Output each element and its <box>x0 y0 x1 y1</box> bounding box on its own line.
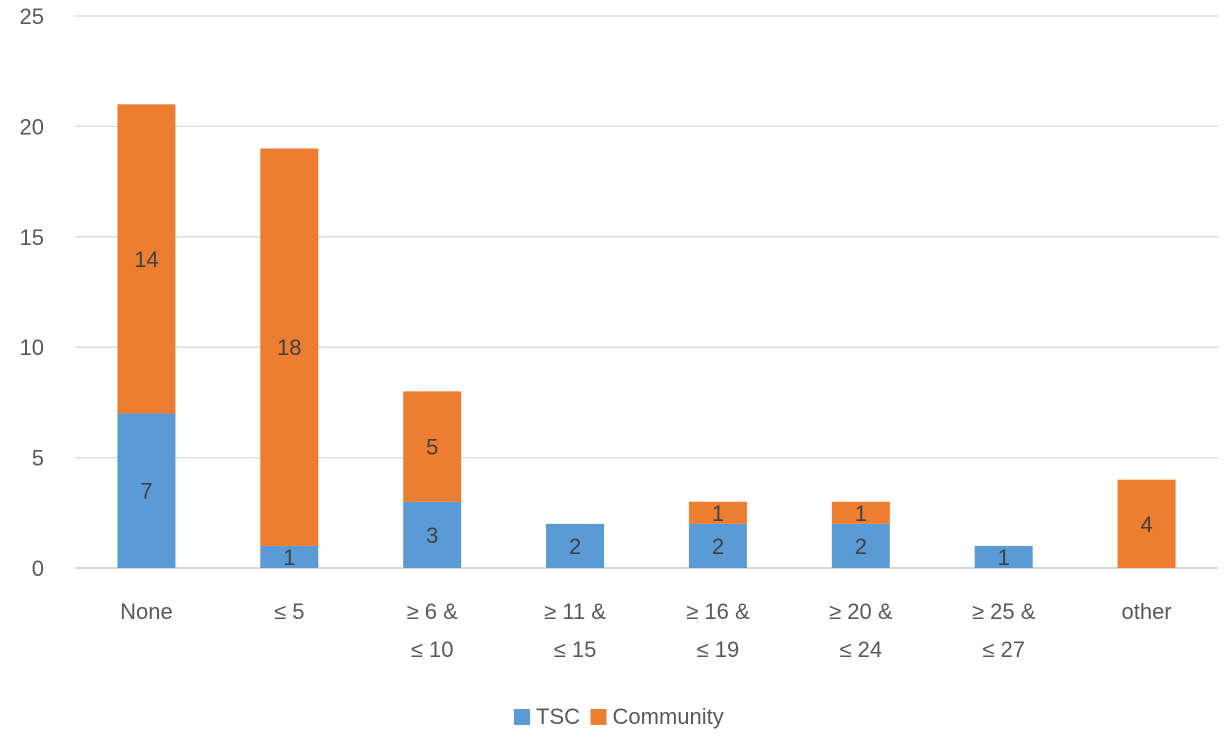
x-category-label: ≤ 10 <box>411 637 454 662</box>
y-tick-label: 25 <box>20 4 44 29</box>
bar-tsc-3 <box>546 523 605 568</box>
x-category-label: ≥ 25 & <box>972 599 1036 624</box>
data-label-tsc-2: 3 <box>426 523 438 548</box>
x-category-label: ≥ 11 & <box>544 599 606 624</box>
legend: TSC Community <box>514 704 724 729</box>
y-tick-label: 10 <box>20 335 44 360</box>
bars <box>117 104 1176 568</box>
y-axis-ticks: 0 5 10 15 20 25 <box>20 4 44 581</box>
x-category-label: ≤ 5 <box>274 599 304 624</box>
data-label-community-5: 1 <box>855 501 867 526</box>
x-category-label: ≤ 24 <box>839 637 882 662</box>
legend-label-tsc: TSC <box>536 704 580 729</box>
data-label-tsc-3: 2 <box>569 534 581 559</box>
bar-community-0 <box>117 104 176 414</box>
bar-tsc-6 <box>974 545 1033 568</box>
data-label-tsc-6: 1 <box>998 545 1010 570</box>
y-tick-label: 20 <box>20 114 44 139</box>
legend-swatch-community <box>590 709 607 725</box>
bar-community-5 <box>831 501 890 524</box>
data-label-community-0: 14 <box>134 247 158 272</box>
bar-tsc-2 <box>403 501 462 568</box>
x-category-label: ≤ 19 <box>697 637 740 662</box>
y-tick-label: 0 <box>32 556 44 581</box>
legend-swatch-tsc <box>514 709 530 725</box>
bar-community-1 <box>260 148 319 546</box>
data-label-tsc-1: 1 <box>283 545 295 570</box>
x-category-label: other <box>1121 599 1171 624</box>
data-label-community-4: 1 <box>712 501 724 526</box>
data-label-community-1: 18 <box>277 335 301 360</box>
x-axis-categories: None ≤ 5 ≥ 6 & ≤ 10 ≥ 11 & ≤ 15 ≥ 16 & ≤ 19 ≥ 20… <box>120 599 1172 662</box>
bar-tsc-1 <box>260 545 319 568</box>
x-category-label: ≤ 27 <box>982 637 1025 662</box>
x-category-label: ≥ 20 & <box>829 599 893 624</box>
bar-community-7 <box>1117 479 1176 568</box>
data-label-tsc-4: 2 <box>712 534 724 559</box>
x-category-label: None <box>120 599 173 624</box>
data-label-community-7: 4 <box>1140 512 1152 537</box>
bar-tsc-4 <box>688 523 747 568</box>
data-label-tsc-5: 2 <box>855 534 867 559</box>
x-category-label: ≤ 15 <box>554 637 597 662</box>
gridlines <box>75 15 1218 569</box>
bar-community-2 <box>403 391 462 502</box>
x-category-label: ≥ 6 & <box>407 599 459 624</box>
legend-label-community: Community <box>613 704 724 729</box>
y-tick-label: 5 <box>32 446 44 471</box>
bar-tsc-5 <box>831 523 890 568</box>
data-label-tsc-0: 7 <box>140 479 152 504</box>
x-category-label: ≥ 16 & <box>686 599 750 624</box>
data-label-community-2: 5 <box>426 435 438 460</box>
bar-tsc-0 <box>117 413 176 568</box>
bar-community-4 <box>688 501 747 524</box>
y-tick-label: 15 <box>20 225 44 250</box>
